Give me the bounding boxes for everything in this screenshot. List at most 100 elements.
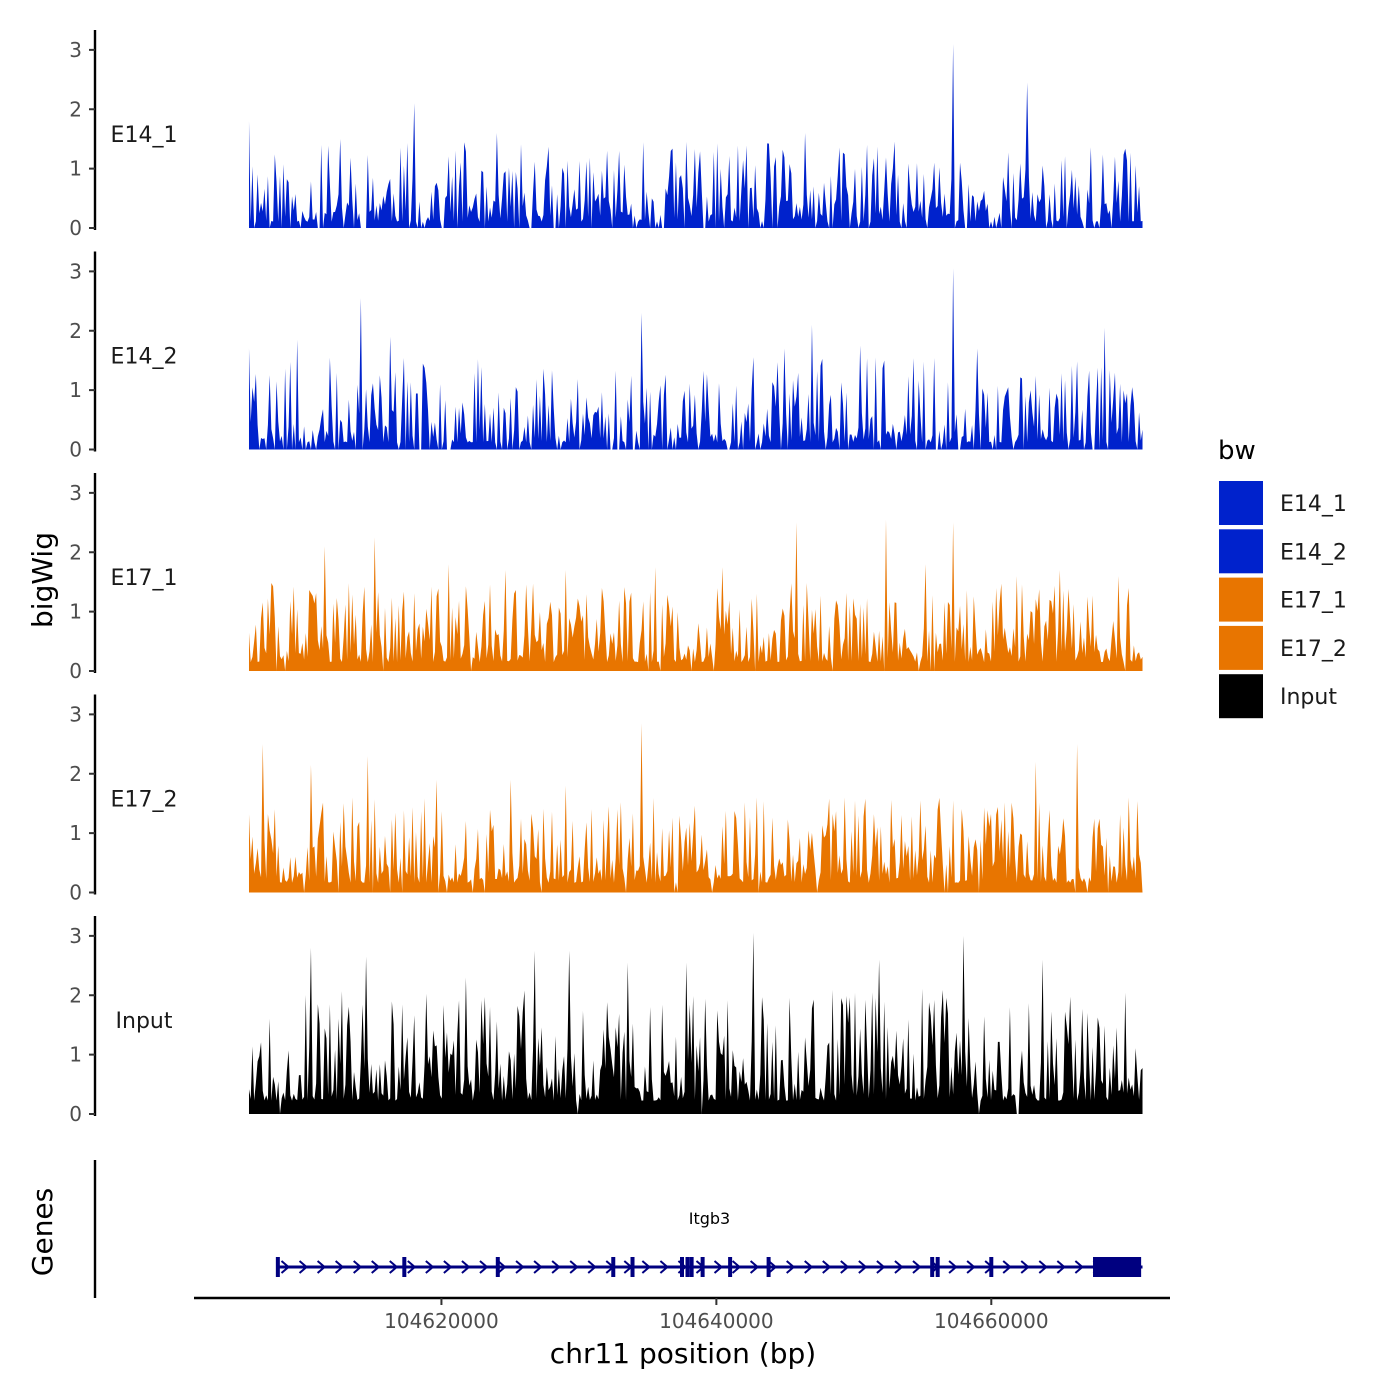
strand-arrow: [822, 1260, 832, 1274]
strand-arrow: [786, 1260, 796, 1274]
y-tick-label: 2: [69, 983, 82, 1007]
strand-arrow: [587, 1260, 597, 1274]
strand-arrow: [280, 1260, 291, 1274]
signal-area-e14-1: [248, 43, 1143, 228]
y-tick-label: 3: [69, 481, 82, 505]
strand-arrow: [353, 1260, 363, 1274]
track-panel-e14-2: 0 1 2 3 E14_2: [69, 251, 1143, 462]
tracks-layer: 0 1 2 3 E14_1 0 1 2 3 E14_2 0 1 2 3 E17_1 0 1 2 3 E17_2 0 1 2 3…: [69, 30, 1143, 1126]
signal-area-input: [248, 932, 1143, 1114]
y-tick-label: 3: [69, 924, 82, 948]
genes-axis-title-text: Genes: [26, 1188, 59, 1276]
track-panel-e17-1: 0 1 2 3 E17_1: [69, 473, 1143, 683]
signal-area-e14-2: [248, 268, 1143, 450]
exon-block: [402, 1257, 407, 1277]
strand-arrow: [858, 1260, 868, 1274]
strand-arrow: [515, 1260, 525, 1274]
y-tick-label: 0: [69, 881, 82, 905]
legend: bw E14_1 E14_2 E17_1 E17_2 Input: [1217, 436, 1347, 721]
x-tick-label: 104620000: [384, 1309, 499, 1333]
strand-arrow: [731, 1260, 742, 1274]
legend-swatch: [1217, 672, 1265, 721]
y-tick-label: 1: [69, 821, 82, 845]
track-label: E14_1: [111, 123, 178, 148]
legend-swatch: [1217, 479, 1265, 527]
track-panel-input: 0 1 2 3 Input: [69, 916, 1143, 1126]
strand-arrow: [1020, 1260, 1030, 1274]
exon-block: [689, 1257, 694, 1277]
strand-arrow: [389, 1260, 399, 1274]
track-label: Input: [116, 1009, 173, 1034]
y-tick-label: 2: [69, 540, 82, 564]
strand-arrow: [1038, 1260, 1048, 1274]
strand-arrow: [533, 1260, 543, 1274]
x-axis-title: chr11 position (bp): [550, 1337, 816, 1370]
exon-block: [700, 1257, 705, 1277]
y-tick-label: 2: [69, 97, 82, 121]
strand-arrow: [912, 1260, 922, 1274]
strand-arrow: [497, 1260, 507, 1274]
strand-arrow: [840, 1260, 850, 1274]
y-tick-label: 0: [69, 1102, 82, 1126]
legend-label: E14_2: [1280, 540, 1347, 565]
y-tick-label: 1: [69, 600, 82, 624]
y-tick-label: 2: [69, 762, 82, 786]
y-tick-label: 0: [69, 216, 82, 240]
strand-arrow: [425, 1260, 435, 1274]
strand-arrow: [966, 1260, 976, 1274]
strand-arrow: [948, 1260, 958, 1274]
x-tick-label: 104640000: [659, 1309, 774, 1333]
y-tick-label: 1: [69, 157, 82, 181]
y-tick-label: 3: [69, 259, 82, 283]
legend-swatch: [1217, 623, 1265, 672]
legend-title: bw: [1218, 436, 1256, 466]
strand-arrow: [1002, 1260, 1012, 1274]
strand-arrow: [551, 1260, 561, 1274]
strand-arrow: [1056, 1260, 1066, 1274]
gene-label: Itgb3: [689, 1209, 730, 1228]
exon-block: [680, 1257, 684, 1277]
y-axis-title: bigWig: [26, 532, 59, 628]
strand-arrow: [1074, 1260, 1084, 1274]
strand-arrow: [767, 1260, 778, 1274]
legend-label: Input: [1280, 685, 1337, 710]
strand-arrow: [298, 1260, 309, 1274]
legend-swatch: [1217, 527, 1265, 576]
y-tick-label: 0: [69, 659, 82, 683]
exon-block: [685, 1257, 690, 1277]
strand-arrow: [569, 1260, 579, 1274]
x-tick-label: 104660000: [934, 1309, 1049, 1333]
signal-area-e17-2: [248, 723, 1143, 893]
strand-arrow: [641, 1260, 651, 1274]
track-label: E14_2: [111, 345, 178, 370]
y-tick-label: 3: [69, 38, 82, 62]
y-tick-label: 1: [69, 1043, 82, 1067]
strand-arrow: [316, 1260, 327, 1274]
track-panel-e14-1: 0 1 2 3 E14_1: [69, 30, 1143, 240]
utr-block: [1093, 1257, 1142, 1277]
exon-block: [275, 1257, 280, 1277]
exon-block: [495, 1257, 500, 1277]
exon-block: [630, 1257, 635, 1277]
strand-arrow: [334, 1260, 345, 1274]
strand-arrow: [749, 1260, 760, 1274]
exon-block: [728, 1257, 733, 1277]
legend-label: E14_1: [1280, 492, 1347, 517]
track-label: E17_2: [111, 788, 178, 813]
y-tick-label: 2: [69, 319, 82, 343]
exon-block: [935, 1257, 940, 1277]
y-tick-label: 3: [69, 702, 82, 726]
legend-label: E17_2: [1280, 637, 1347, 662]
genes-axis-title: Genes: [26, 1188, 59, 1276]
strand-arrow: [713, 1260, 724, 1274]
signal-area-e17-1: [248, 519, 1143, 671]
legend-label: E17_1: [1280, 589, 1347, 614]
strand-arrow: [894, 1260, 904, 1274]
strand-arrow: [407, 1260, 417, 1274]
strand-arrow: [461, 1260, 471, 1274]
strand-arrow: [659, 1260, 669, 1274]
strand-arrow: [371, 1260, 381, 1274]
exon-block: [989, 1257, 994, 1277]
y-tick-label: 0: [69, 438, 82, 462]
exon-block: [611, 1257, 616, 1277]
